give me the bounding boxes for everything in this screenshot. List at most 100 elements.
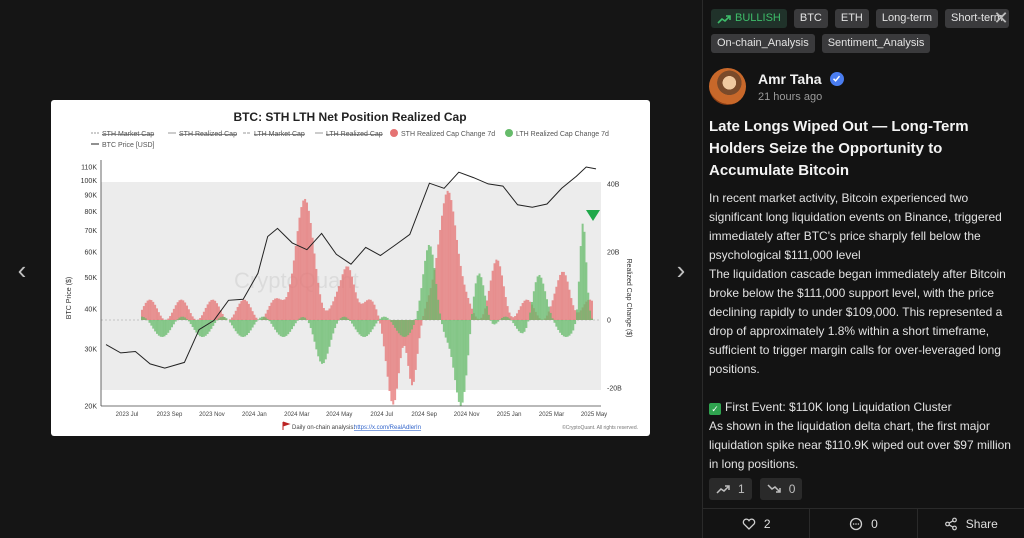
sentiment-badge[interactable]: BULLISH xyxy=(711,9,787,28)
sth-change-bar xyxy=(334,296,337,320)
sth-change-bar xyxy=(291,273,293,320)
lth-change-bar xyxy=(471,313,473,320)
sth-change-bar xyxy=(457,253,460,320)
sth-change-bar xyxy=(502,286,505,320)
tag-long-term[interactable]: Long-term xyxy=(875,9,938,28)
sth-change-bar xyxy=(238,303,241,320)
chart-title: BTC: STH LTH Net Position Realized Cap xyxy=(233,110,466,124)
sth-change-bar xyxy=(399,320,402,359)
comment-button[interactable]: 0 xyxy=(809,509,916,538)
lth-change-bar xyxy=(339,318,342,320)
sth-change-bar xyxy=(366,300,368,320)
lth-change-bar xyxy=(336,320,338,324)
sth-change-bar xyxy=(572,305,575,320)
sth-change-bar xyxy=(525,299,528,320)
lth-change-bar xyxy=(144,318,147,320)
lth-change-bar xyxy=(574,320,577,325)
tag-short-term[interactable]: Short-term xyxy=(945,9,1009,28)
tag-sentiment-analysis[interactable]: Sentiment_Analysis xyxy=(821,34,931,53)
lth-change-bar xyxy=(474,283,477,320)
lth-change-bar xyxy=(330,320,333,340)
tag-eth[interactable]: ETH xyxy=(834,9,869,28)
lth-change-bar xyxy=(208,320,211,332)
sth-change-bar xyxy=(144,302,147,320)
sth-change-bar xyxy=(148,299,151,320)
upvote-button[interactable]: 1 xyxy=(709,478,752,500)
downvote-button[interactable]: 0 xyxy=(759,478,803,500)
lth-change-bar xyxy=(439,313,442,320)
lth-change-bar xyxy=(362,320,365,337)
lth-change-bar xyxy=(382,316,385,320)
lth-change-bar xyxy=(386,317,389,320)
sth-change-bar xyxy=(249,307,252,320)
next-arrow-icon[interactable]: › xyxy=(676,255,686,285)
lth-change-bar xyxy=(251,320,254,328)
sth-change-bar xyxy=(313,253,316,320)
lth-change-bar xyxy=(261,316,263,320)
left-tick-label: 20K xyxy=(85,404,98,411)
lth-change-bar xyxy=(553,320,556,323)
lth-change-bar xyxy=(255,320,258,322)
lth-change-bar xyxy=(442,320,445,332)
x-tick-label: 2024 Mar xyxy=(284,412,309,418)
lth-change-bar xyxy=(394,320,397,328)
lth-change-bar xyxy=(517,320,520,332)
lth-change-bar xyxy=(300,317,303,320)
comment-icon xyxy=(849,517,863,530)
lth-change-bar xyxy=(354,320,357,330)
lth-change-bar xyxy=(219,317,222,320)
lth-change-bar xyxy=(521,320,524,334)
avatar[interactable] xyxy=(709,68,746,105)
tag-btc[interactable]: BTC xyxy=(793,9,828,28)
sth-change-bar xyxy=(202,311,205,320)
sth-change-bar xyxy=(439,229,442,320)
sth-legend-dot xyxy=(390,129,398,137)
lth-change-bar xyxy=(544,291,547,320)
sth-change-bar xyxy=(206,304,209,320)
sth-change-bar xyxy=(180,299,183,320)
lth-change-bar xyxy=(249,320,252,331)
sth-change-bar xyxy=(382,320,385,347)
share-button[interactable]: Share xyxy=(916,509,1024,538)
trending-down-icon xyxy=(767,484,781,493)
previous-arrow-icon[interactable]: ‹ xyxy=(17,255,27,285)
author-name[interactable]: Amr Taha xyxy=(758,70,822,87)
lth-change-bar xyxy=(352,320,355,327)
lth-change-bar xyxy=(564,320,567,337)
lth-change-bar xyxy=(457,320,460,402)
lth-change-bar xyxy=(390,320,393,323)
right-axis-label: Realized Cap Change ($) xyxy=(625,259,632,338)
x-tick-label: 2024 Jul xyxy=(370,412,393,418)
lth-change-bar xyxy=(536,276,539,320)
lth-change-bar xyxy=(579,246,582,320)
lth-change-bar xyxy=(187,320,190,322)
sth-change-bar xyxy=(446,190,449,320)
left-tick-label: 80K xyxy=(85,209,98,216)
lth-change-bar xyxy=(311,320,314,335)
right-tick-label: 40B xyxy=(607,182,620,189)
lth-change-bar xyxy=(572,320,575,331)
lth-change-bar xyxy=(514,320,517,326)
x-tick-label: 2025 Jan xyxy=(497,412,522,418)
sth-change-bar xyxy=(407,320,410,366)
close-icon[interactable]: ✕ xyxy=(993,8,1009,28)
sth-change-bar xyxy=(362,303,365,320)
lth-change-bar xyxy=(240,320,243,337)
downvote-count: 0 xyxy=(788,482,796,496)
chart-footer-link[interactable]: https://x.com/RealAdlerIn xyxy=(354,425,421,431)
lth-change-bar xyxy=(328,320,331,347)
sth-change-bar xyxy=(244,299,247,320)
tag-onchain-analysis[interactable]: On-chain_Analysis xyxy=(711,34,815,53)
lth-change-bar xyxy=(557,320,560,330)
lth-change-bar xyxy=(435,283,438,320)
sth-change-bar xyxy=(328,308,331,320)
like-button[interactable]: 2 xyxy=(703,509,809,538)
lth-change-bar xyxy=(277,320,280,335)
sth-change-bar xyxy=(510,316,513,320)
chart-footer-text: Daily on-chain analysis: xyxy=(292,425,355,431)
post-title: Late Longs Wiped Out — Long-Term Holders… xyxy=(709,118,969,179)
lth-change-bar xyxy=(298,318,301,320)
sth-change-bar xyxy=(214,300,217,320)
sth-change-bar xyxy=(176,302,179,320)
post-body: In recent market activity, Bitcoin exper… xyxy=(709,189,1013,474)
